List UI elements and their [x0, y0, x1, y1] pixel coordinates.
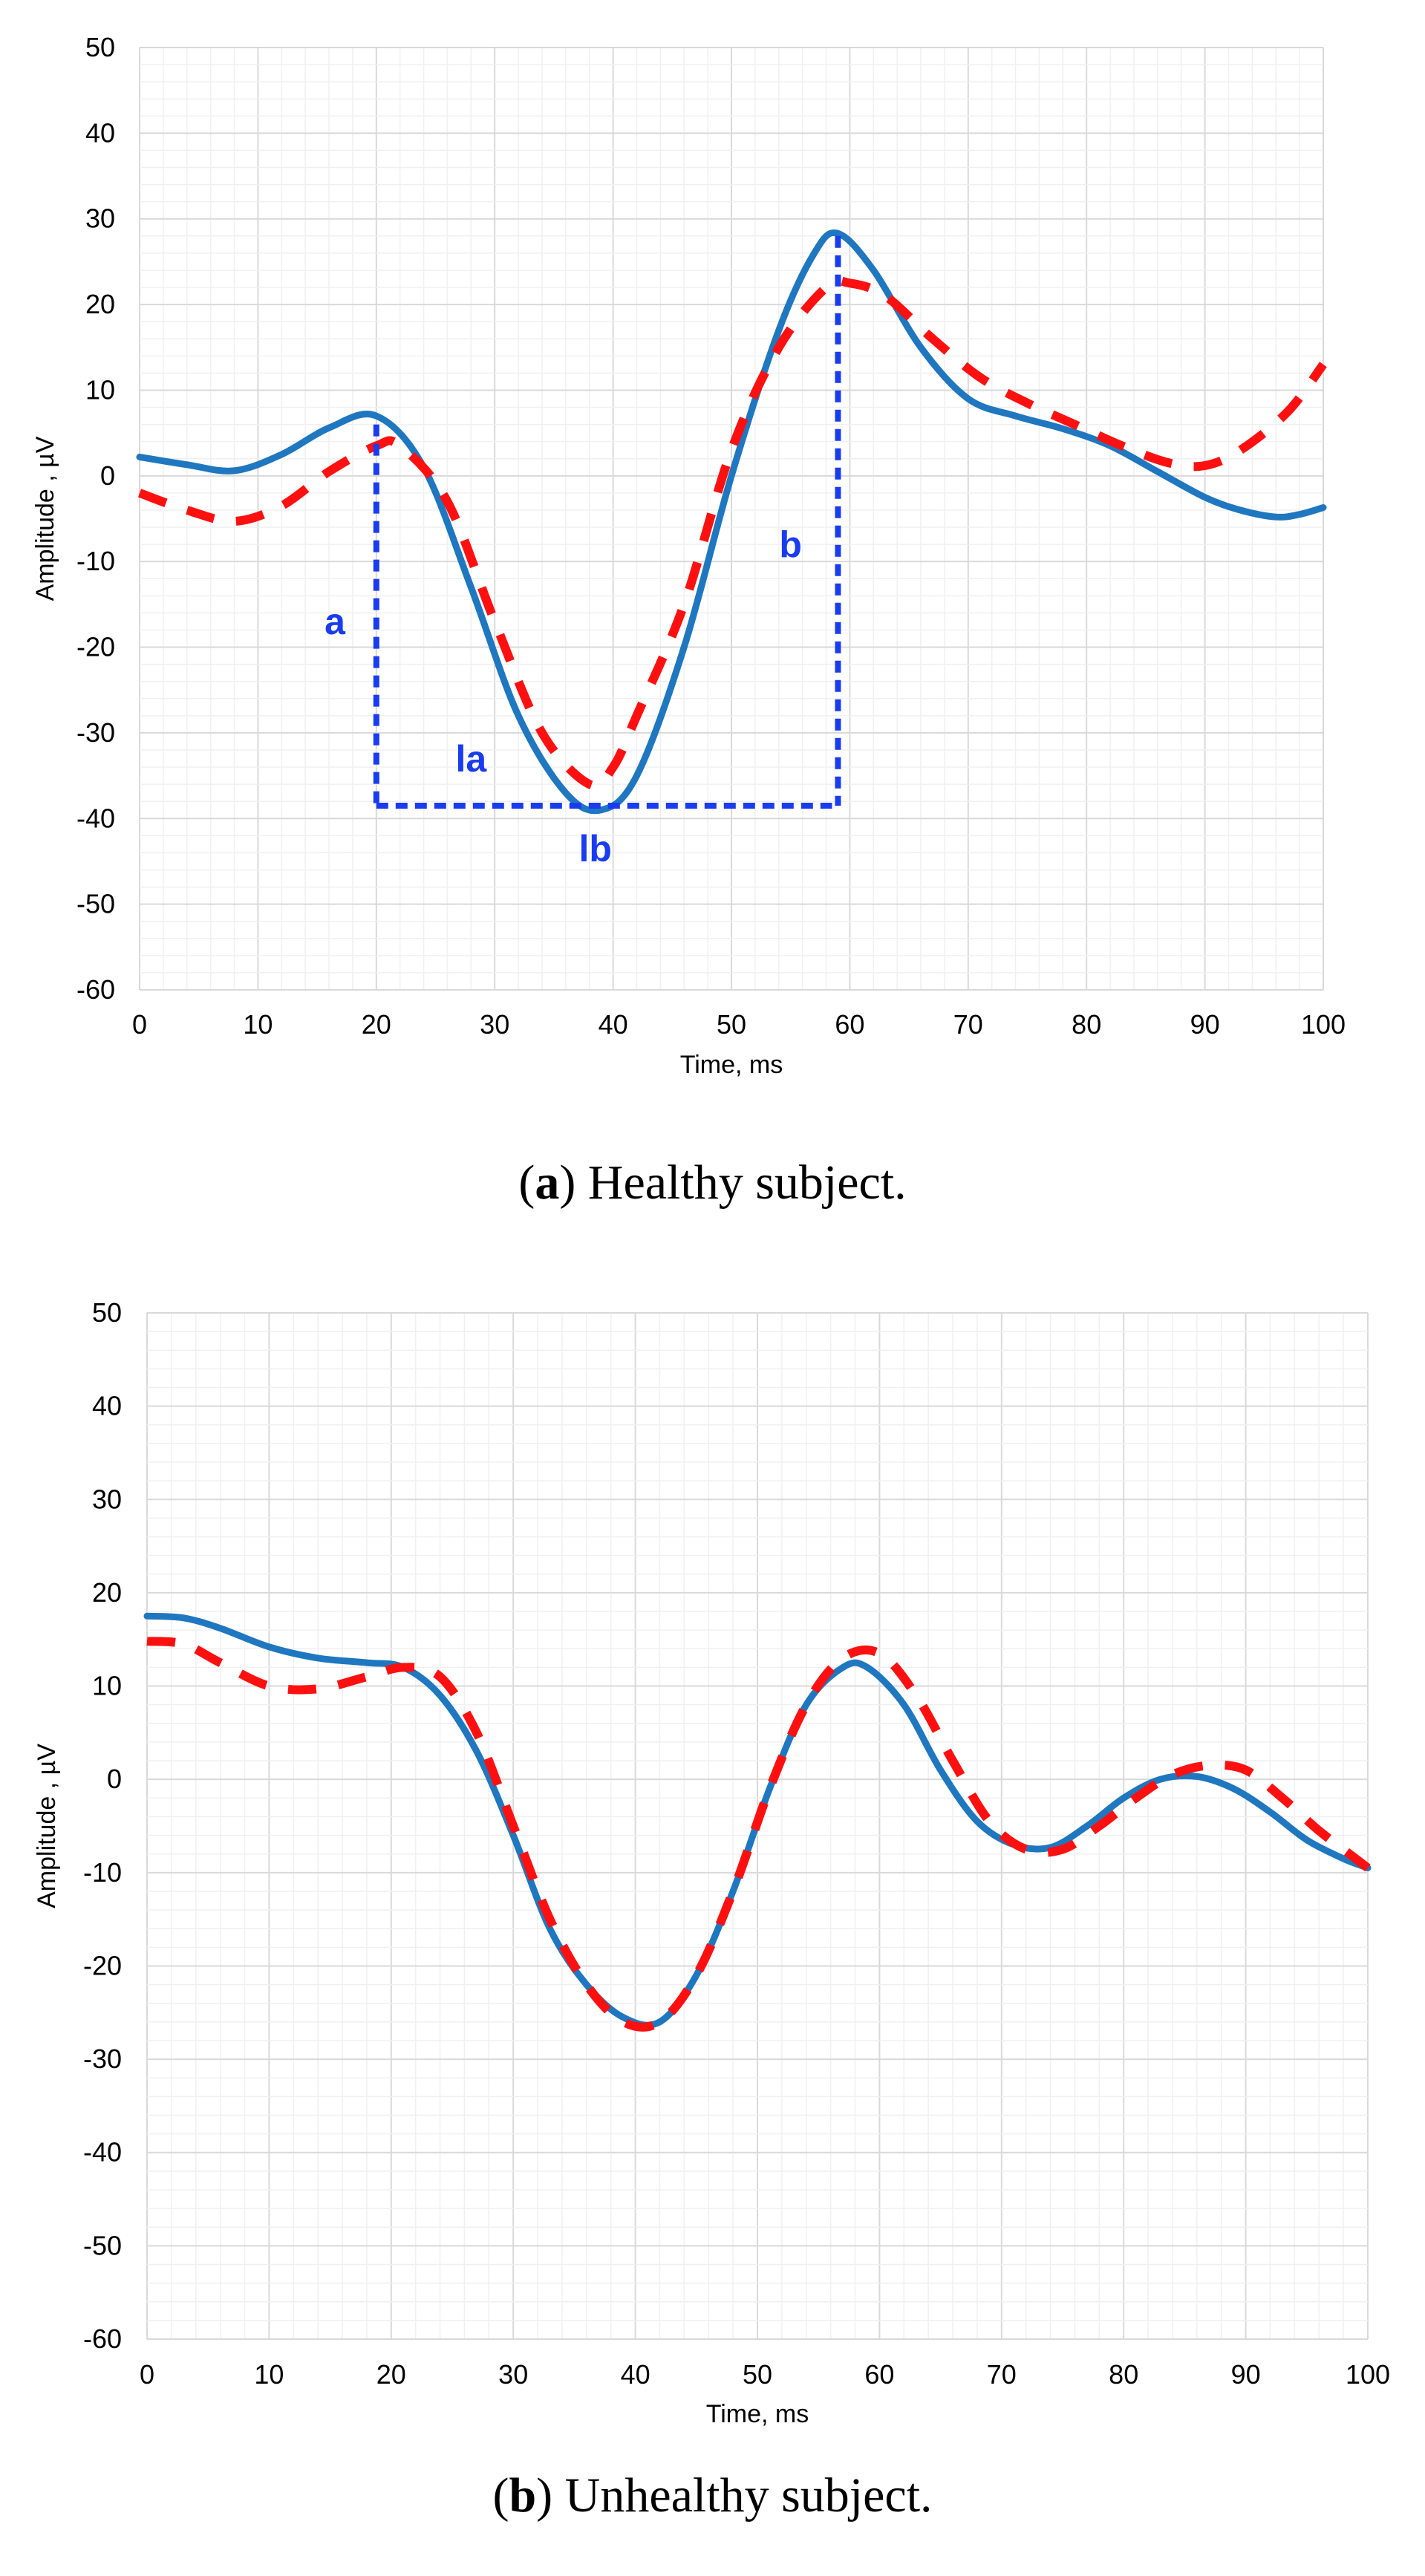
x-tick-label: 10 [243, 1009, 273, 1040]
x-tick-label: 90 [1190, 1009, 1220, 1040]
series-line-solid [136, 229, 1327, 815]
grid [146, 1312, 1369, 2340]
y-tick-label: 40 [85, 117, 115, 148]
y-tick-label: 40 [92, 1391, 122, 1421]
chart-healthy-subject: -60 -50 -40 -30 -20 -10 0 10 20 30 40 50 0 10 20 30 40 50… [31, 32, 1346, 1079]
y-tick-label: 50 [92, 1297, 122, 1328]
x-tick-label: 20 [376, 2359, 406, 2390]
x-tick-label: 40 [599, 1009, 628, 1040]
x-tick-label: 60 [864, 2359, 894, 2390]
caption-b-text: Unhealthy subject. [564, 2468, 933, 2523]
x-tick-label: 10 [254, 2359, 284, 2390]
y-tick-label: 50 [85, 32, 115, 62]
y-tick-label: 20 [85, 289, 115, 319]
caption-a-letter: a [535, 1155, 560, 1210]
x-tick-label: 30 [498, 2359, 528, 2390]
x-tick-label: 0 [140, 2359, 154, 2390]
y-tick-label: -40 [76, 803, 115, 833]
caption-a: (a) Healthy subject. [518, 1155, 907, 1210]
y-tick-label: 0 [100, 460, 115, 491]
y-tick-label: -30 [83, 2044, 122, 2074]
x-tick-label: 90 [1231, 2359, 1261, 2390]
annotation-label-la: la [455, 738, 487, 780]
x-axis-title: Time, ms [706, 2400, 809, 2428]
y-tick-label: -40 [83, 2137, 122, 2168]
x-tick-label: 100 [1346, 2359, 1390, 2390]
x-tick-label: 80 [1072, 1009, 1101, 1040]
y-tick-label: -50 [83, 2230, 122, 2260]
y-tick-label: -20 [76, 632, 115, 662]
x-tick-label: 70 [987, 2359, 1017, 2390]
caption-a-text: Healthy subject. [587, 1155, 907, 1210]
y-tick-label: -10 [76, 546, 115, 576]
caption-b-letter: b [509, 2468, 537, 2523]
x-tick-label: 50 [743, 2359, 772, 2390]
grid [139, 47, 1324, 991]
x-tick-label: 50 [717, 1009, 746, 1040]
chart-unhealthy-subject: -60 -50 -40 -30 -20 -10 0 10 20 30 40 50 0 10 20 30 40 50… [33, 1297, 1390, 2428]
y-axis-title: Amplitude , µV [33, 1744, 61, 1908]
y-tick-label: 10 [85, 374, 115, 405]
y-tick-label: -10 [83, 1857, 122, 1888]
x-tick-label: 30 [480, 1009, 509, 1040]
x-tick-label: 40 [621, 2359, 650, 2390]
y-tick-label: -20 [83, 1950, 122, 1980]
annotation-label-a: a [325, 601, 346, 642]
y-tick-label: -60 [83, 2324, 122, 2354]
x-tick-label: 100 [1301, 1009, 1346, 1040]
x-tick-label: 80 [1109, 2359, 1138, 2390]
x-tick-label: 60 [835, 1009, 864, 1040]
y-tick-label: 20 [92, 1577, 122, 1608]
y-tick-label: 0 [107, 1764, 122, 1794]
x-tick-label: 20 [362, 1009, 391, 1040]
y-axis-title: Amplitude , µV [31, 436, 59, 601]
x-tick-label: 0 [132, 1009, 147, 1040]
annotation-label-lb: lb [578, 828, 611, 870]
annotation-label-b: b [779, 524, 802, 565]
y-tick-label: 10 [92, 1671, 122, 1701]
y-tick-label: 30 [85, 203, 115, 234]
y-tick-label: -30 [76, 717, 115, 748]
series-line-dashed [146, 1637, 1371, 2032]
y-tick-label: -60 [76, 974, 115, 1005]
y-tick-label: -50 [76, 889, 115, 919]
y-tick-label: 30 [92, 1484, 122, 1514]
x-tick-label: 70 [953, 1009, 983, 1040]
x-axis-title: Time, ms [680, 1051, 783, 1079]
caption-b: (b) Unhealthy subject. [492, 2468, 933, 2523]
